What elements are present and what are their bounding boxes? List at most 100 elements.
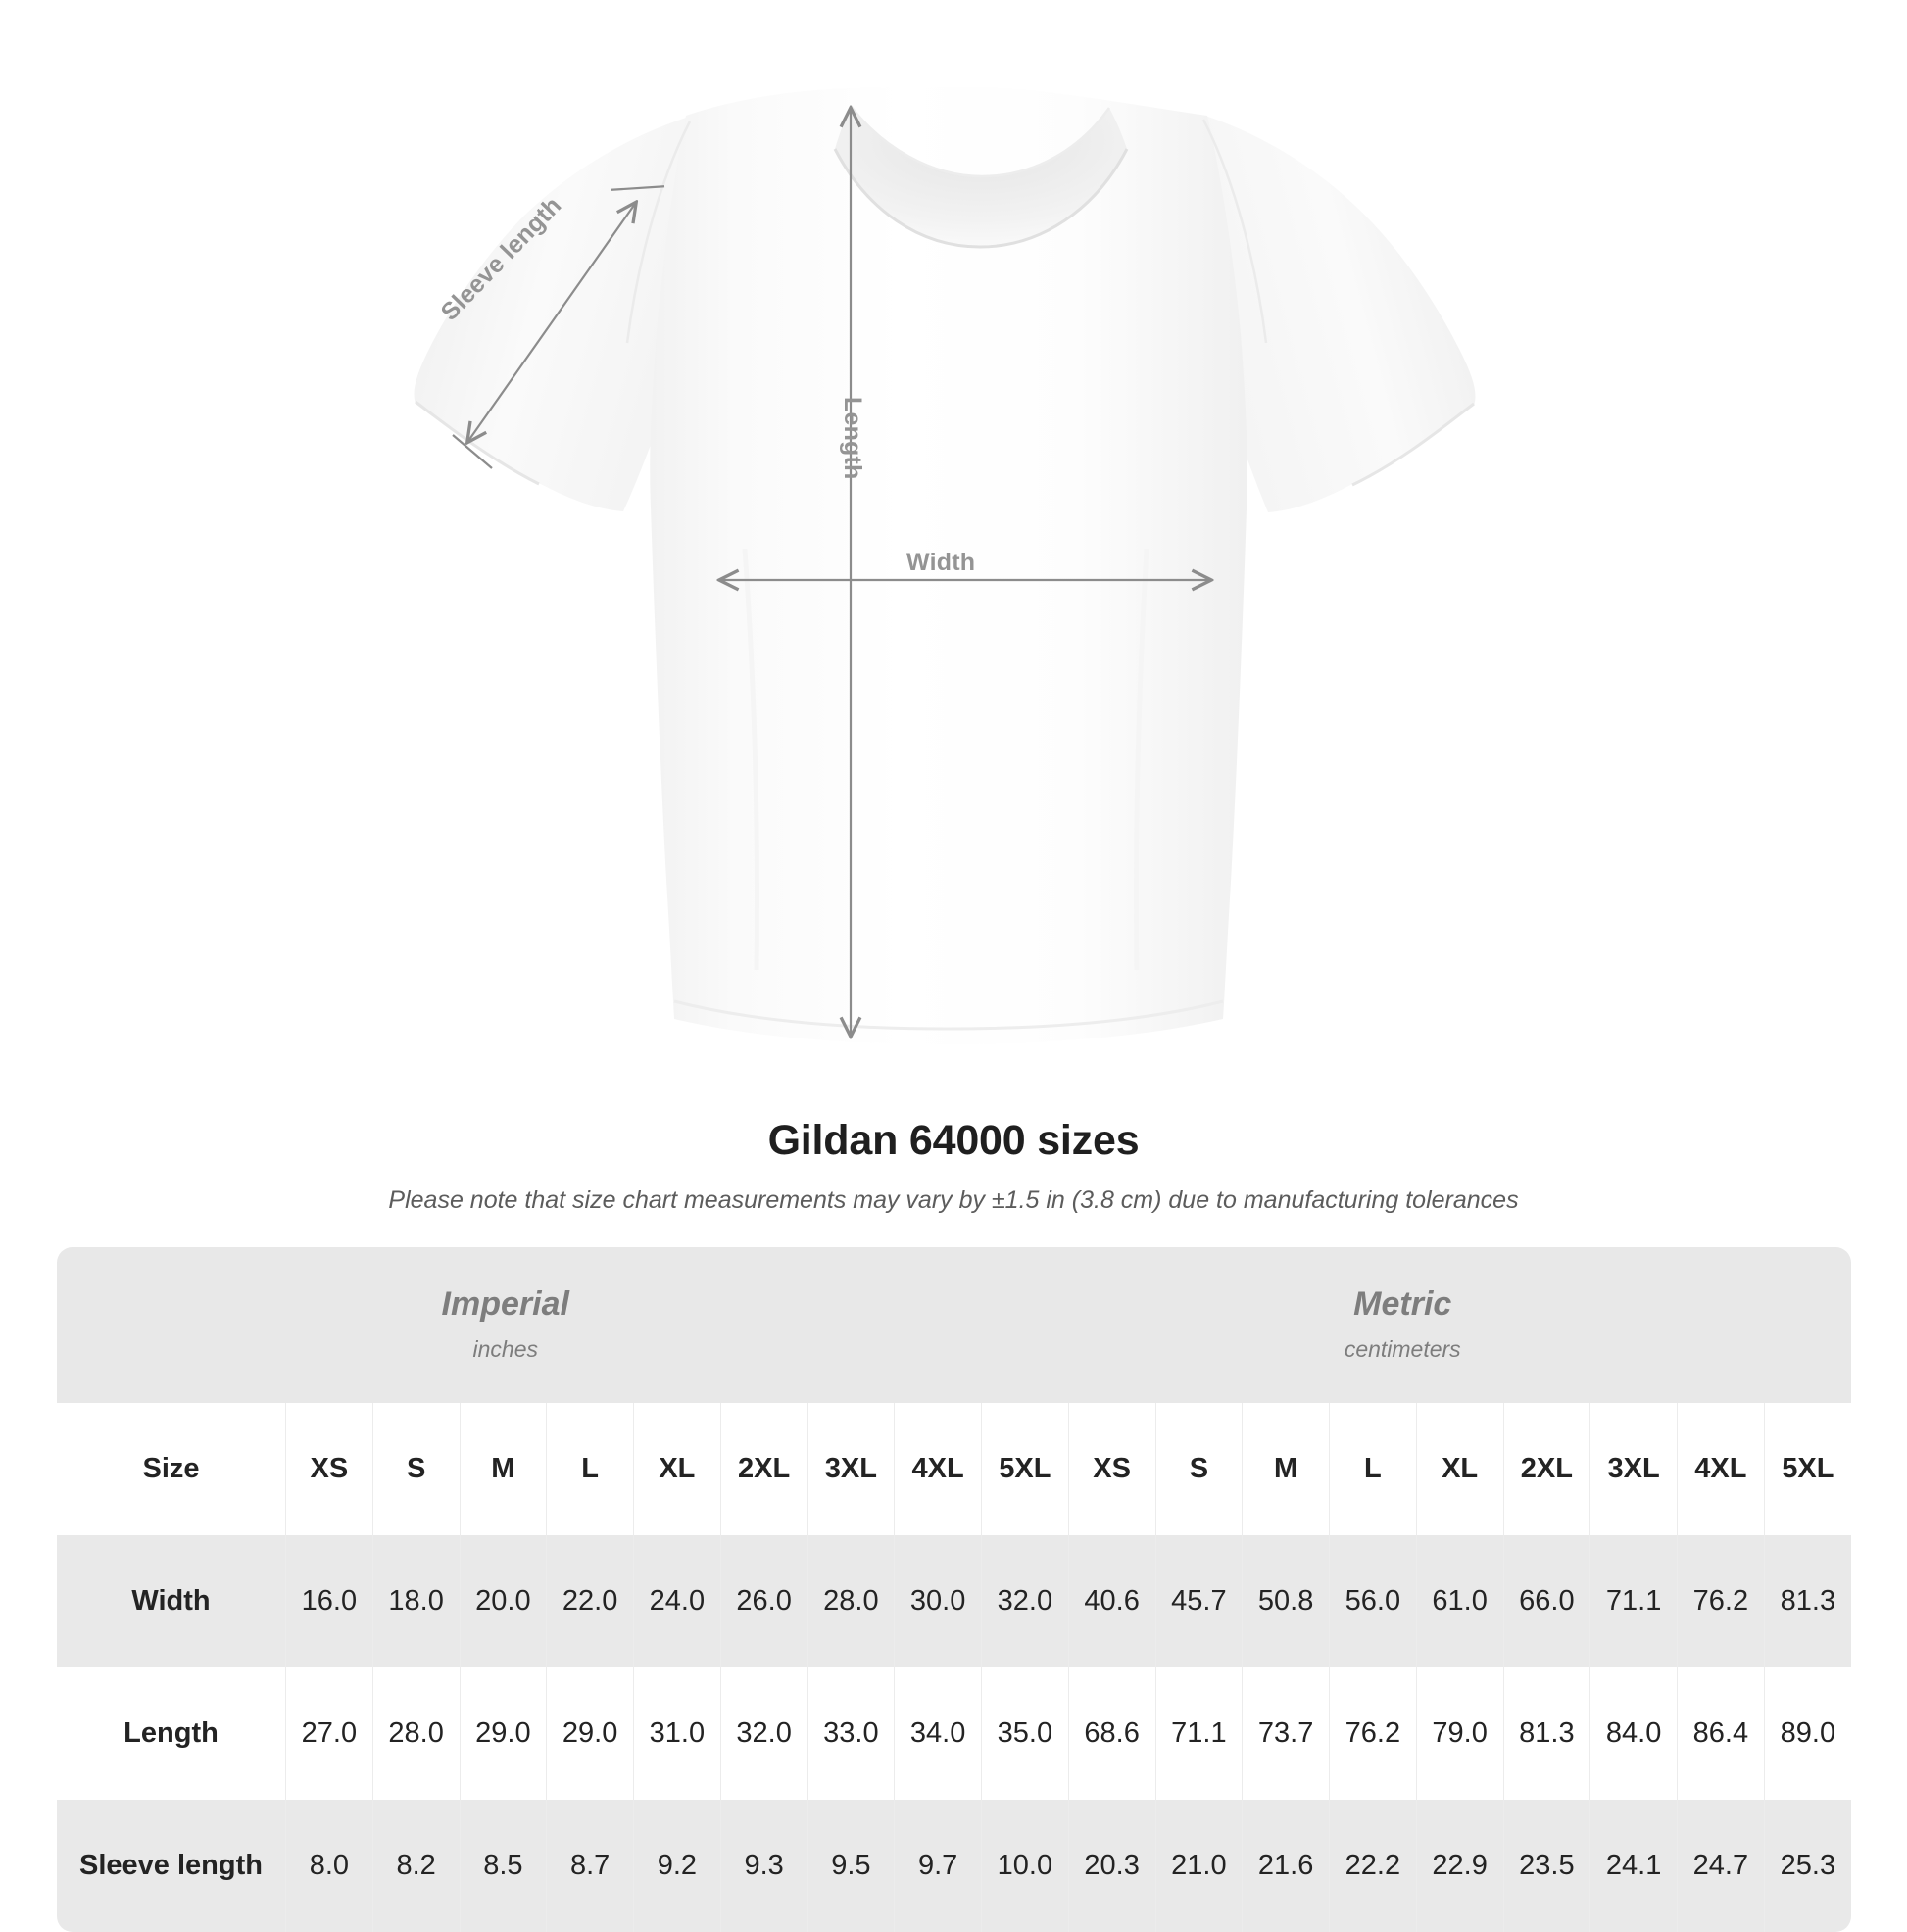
column-header-13: L [1329, 1403, 1417, 1535]
table-cell: 31.0 [633, 1667, 721, 1800]
table-cell: 79.0 [1415, 1667, 1503, 1800]
column-header-5: XL [633, 1403, 721, 1535]
sleeve-tick-top [611, 185, 665, 191]
unit-sub-imperial: inches [472, 1335, 538, 1362]
table-cell: 89.0 [1763, 1667, 1851, 1800]
column-header-6: 2XL [719, 1403, 807, 1535]
tolerance-note: Please note that size chart measurements… [388, 1186, 1519, 1214]
unit-name-metric: Metric [1353, 1285, 1452, 1324]
table-cell: 84.0 [1589, 1667, 1678, 1800]
column-header-11: S [1154, 1403, 1243, 1535]
table-cell: 32.0 [981, 1535, 1069, 1667]
row-header-size: Size [57, 1403, 286, 1535]
table-cell: 28.0 [371, 1667, 460, 1800]
sleeve-tick-bottom [452, 434, 493, 469]
table-cell: 35.0 [981, 1667, 1069, 1800]
unit-group-imperial: Imperial inches [57, 1285, 954, 1363]
table-cell: 9.2 [633, 1800, 721, 1932]
table-cell: 25.3 [1763, 1800, 1851, 1932]
row-label: Length [57, 1667, 286, 1800]
column-header-7: 3XL [807, 1403, 895, 1535]
right-sleeve [1205, 116, 1476, 512]
table-cell: 20.3 [1067, 1800, 1155, 1932]
table-cell: 73.7 [1242, 1667, 1330, 1800]
table-cell: 27.0 [285, 1667, 373, 1800]
table-cell: 8.5 [459, 1800, 547, 1932]
table-cell: 71.1 [1154, 1667, 1243, 1800]
column-header-14: XL [1415, 1403, 1503, 1535]
column-header-17: 4XL [1677, 1403, 1765, 1535]
table-cell: 34.0 [894, 1667, 982, 1800]
table-cell: 23.5 [1502, 1800, 1590, 1932]
table-cell: 8.2 [371, 1800, 460, 1932]
table-cell: 56.0 [1329, 1535, 1417, 1667]
table-cell: 32.0 [719, 1667, 807, 1800]
column-header-12: M [1242, 1403, 1330, 1535]
table-cell: 8.7 [546, 1800, 634, 1932]
fold-right [1133, 548, 1149, 971]
right-shoulder-seam [1201, 119, 1268, 344]
length-label: Length [839, 397, 866, 480]
table-cell: 16.0 [285, 1535, 373, 1667]
table-cell: 76.2 [1677, 1535, 1765, 1667]
table-cell: 81.3 [1763, 1535, 1851, 1667]
table-cell: 61.0 [1415, 1535, 1503, 1667]
unit-system-header: Imperial inches Metric centimeters [57, 1247, 1851, 1403]
table-cell: 45.7 [1154, 1535, 1243, 1667]
table-cell: 71.1 [1589, 1535, 1678, 1667]
table-cell: 30.0 [894, 1535, 982, 1667]
table-cell: 76.2 [1329, 1667, 1417, 1800]
column-header-3: M [459, 1403, 547, 1535]
table-cell: 50.8 [1242, 1535, 1330, 1667]
column-header-16: 3XL [1589, 1403, 1678, 1535]
table-cell: 29.0 [546, 1667, 634, 1800]
table-cell: 33.0 [807, 1667, 895, 1800]
unit-group-metric: Metric centimeters [954, 1285, 1852, 1363]
tshirt-figure: Sleeve length Length Width [414, 86, 1476, 1044]
table-cell: 9.3 [719, 1800, 807, 1932]
row-label: Sleeve length [57, 1800, 286, 1932]
table-cell: 28.0 [807, 1535, 895, 1667]
table-row: Length 27.0 28.0 29.0 29.0 31.0 32.0 33.0 34.0 35… [57, 1667, 1851, 1800]
table-cell: 26.0 [719, 1535, 807, 1667]
size-chart-card: Imperial inches Metric centimeters Size X… [57, 1247, 1851, 1932]
table-cell: 21.0 [1154, 1800, 1243, 1932]
row-label: Width [57, 1535, 286, 1667]
unit-sub-metric: centimeters [1344, 1335, 1461, 1362]
table-cell: 22.0 [546, 1535, 634, 1667]
column-header-18: 5XL [1763, 1403, 1851, 1535]
column-header-4: L [546, 1403, 634, 1535]
column-header-9: 5XL [981, 1403, 1069, 1535]
table-cell: 86.4 [1677, 1667, 1765, 1800]
column-header-15: 2XL [1502, 1403, 1590, 1535]
table-cell: 24.7 [1677, 1800, 1765, 1932]
table-cell: 66.0 [1502, 1535, 1590, 1667]
table-cell: 29.0 [459, 1667, 547, 1800]
table-cell: 18.0 [371, 1535, 460, 1667]
table-row-sizes: Size XS S M L XL 2XL 3XL 4XL 5XL XS S M L XL 2XL 3XL 4XL 5… [57, 1403, 1851, 1535]
shirt-body [650, 86, 1247, 1044]
table-cell: 81.3 [1502, 1667, 1590, 1800]
column-header-1: XS [285, 1403, 373, 1535]
fold-left [742, 548, 759, 971]
table-row: Sleeve length 8.0 8.2 8.5 8.7 9.2 9.3 9.5 9.7 10.… [57, 1800, 1851, 1932]
table-cell: 22.2 [1329, 1800, 1417, 1932]
size-table: Size XS S M L XL 2XL 3XL 4XL 5XL XS S M L XL 2XL 3XL 4XL 5… [57, 1403, 1851, 1932]
table-cell: 9.5 [807, 1800, 895, 1932]
table-cell: 68.6 [1067, 1667, 1155, 1800]
unit-name-imperial: Imperial [441, 1285, 569, 1324]
table-cell: 21.6 [1242, 1800, 1330, 1932]
tshirt-illustration [414, 86, 1476, 1044]
table-cell: 9.7 [894, 1800, 982, 1932]
table-cell: 40.6 [1067, 1535, 1155, 1667]
title-block: Gildan 64000 sizes Please note that size… [0, 1117, 1907, 1215]
width-label: Width [906, 549, 976, 576]
table-cell: 24.0 [633, 1535, 721, 1667]
column-header-2: S [371, 1403, 460, 1535]
table-cell: 22.9 [1415, 1800, 1503, 1932]
page-title: Gildan 64000 sizes [767, 1117, 1140, 1164]
table-cell: 20.0 [459, 1535, 547, 1667]
collar-inner-edge [833, 148, 1129, 249]
right-sleeve-hem [1351, 402, 1475, 487]
column-header-10: XS [1067, 1403, 1155, 1535]
